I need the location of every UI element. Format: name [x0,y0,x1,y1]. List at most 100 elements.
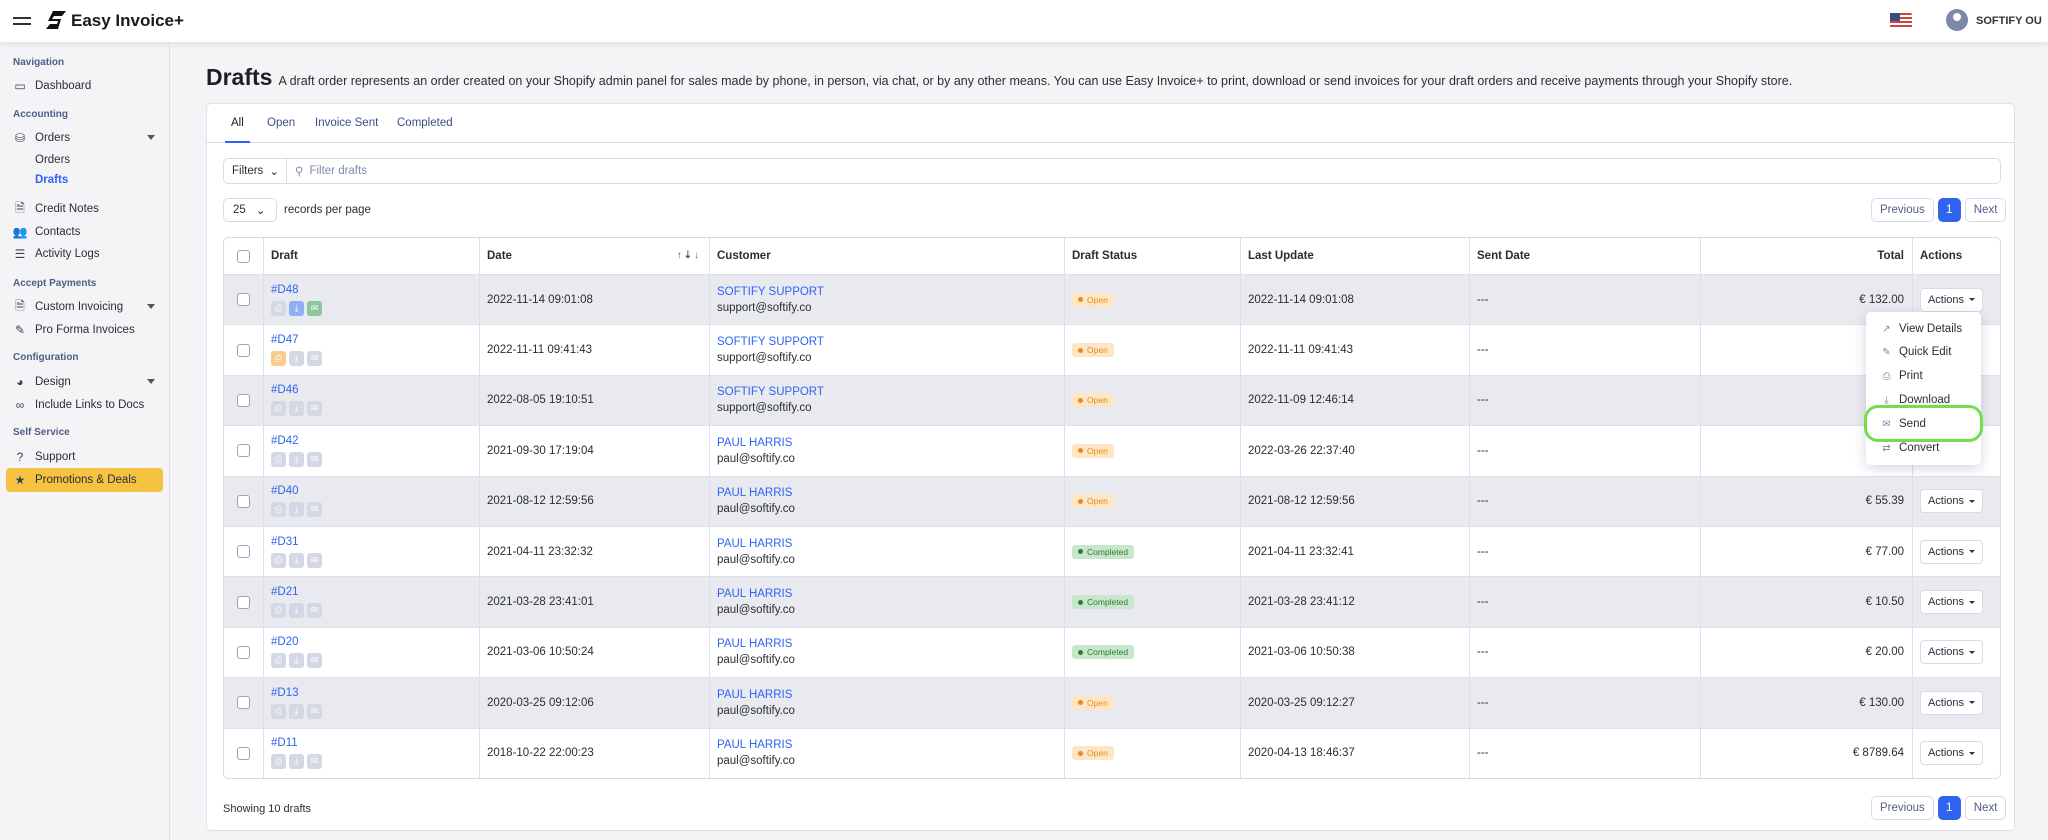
download-icon[interactable]: ⤓ [289,351,304,367]
sidebar-item-orders[interactable]: ⛁ Orders [13,127,163,149]
print-icon[interactable]: ⎙ [271,703,286,719]
draft-link[interactable]: #D13 [271,686,299,699]
actions-button[interactable]: Actions [1920,287,1983,312]
customer-name-link[interactable]: SOFTIFY SUPPORT [717,386,824,399]
print-icon[interactable]: ⎙ [271,502,286,518]
sidebar-item-drafts[interactable]: Drafts [13,169,163,191]
previous-button[interactable]: Previous [1871,198,1934,222]
menu-item-print[interactable]: ⎙ Print [1881,370,1923,382]
actions-button[interactable]: Actions [1920,590,1983,615]
draft-link[interactable]: #D42 [271,434,299,447]
envelope-icon[interactable]: ✉ [307,603,322,619]
sort-icon[interactable]: ↑⇣↓ [676,250,701,261]
draft-link[interactable]: #D40 [271,485,299,498]
customer-name-link[interactable]: PAUL HARRIS [717,487,793,500]
download-icon[interactable]: ⤓ [289,754,304,770]
menu-item-send[interactable]: ✉ Send [1881,418,1926,430]
sidebar-item-custom-invoicing[interactable]: 🗎 Custom Invoicing [13,296,163,318]
envelope-icon[interactable]: ✉ [307,451,322,467]
row-checkbox[interactable] [237,293,250,307]
download-icon[interactable]: ⤓ [289,502,304,518]
tab-invoice-sent[interactable]: Invoice Sent [315,117,379,129]
row-checkbox[interactable] [237,746,250,760]
actions-button[interactable]: Actions [1920,539,1983,564]
draft-link[interactable]: #D46 [271,384,299,397]
customer-name-link[interactable]: SOFTIFY SUPPORT [717,285,824,298]
customer-name-link[interactable]: PAUL HARRIS [717,537,793,550]
actions-button[interactable]: Actions [1920,489,1983,514]
row-checkbox[interactable] [237,545,250,559]
menu-item-convert[interactable]: ⇄ Convert [1881,442,1939,454]
download-icon[interactable]: ⤓ [289,603,304,619]
envelope-icon[interactable]: ✉ [307,703,322,719]
filter-drafts-input[interactable] [309,165,2000,177]
next-button[interactable]: Next [1964,796,2007,820]
page-1-button[interactable]: 1 [1937,198,1961,222]
envelope-icon[interactable]: ✉ [307,300,322,316]
draft-link[interactable]: #D31 [271,535,299,548]
next-button[interactable]: Next [1964,198,2007,222]
row-checkbox[interactable] [237,444,250,458]
sidebar-item-activity-logs[interactable]: ☰ Activity Logs [13,243,163,265]
download-icon[interactable]: ⤓ [289,451,304,467]
avatar[interactable] [1946,9,1968,31]
download-icon[interactable]: ⤓ [289,703,304,719]
print-icon[interactable]: ⎙ [271,401,286,417]
actions-button[interactable]: Actions [1920,690,1983,715]
download-icon[interactable]: ⤓ [289,300,304,316]
menu-item-download[interactable]: ⤓ Download [1881,394,1950,406]
customer-name-link[interactable]: PAUL HARRIS [717,688,793,701]
customer-name-link[interactable]: PAUL HARRIS [717,588,793,601]
print-icon[interactable]: ⎙ [271,603,286,619]
row-checkbox[interactable] [237,696,250,710]
header-draft[interactable]: Draft [263,238,479,274]
print-icon[interactable]: ⎙ [271,451,286,467]
sidebar-item-promotions[interactable]: ★ Promotions & Deals [6,468,163,492]
tab-all[interactable]: All [225,117,250,143]
filters-button[interactable]: Filters ⌄ [224,159,287,183]
user-name[interactable]: SOFTIFY OU [1976,15,2042,27]
us-flag-icon[interactable] [1890,13,1912,28]
customer-name-link[interactable]: PAUL HARRIS [717,638,793,651]
sidebar-item-include-links[interactable]: ∞ Include Links to Docs [13,394,163,416]
draft-link[interactable]: #D47 [271,334,299,347]
menu-item-quick-edit[interactable]: ✎ Quick Edit [1881,346,1951,358]
sidebar-item-pro-forma[interactable]: ✎ Pro Forma Invoices [13,319,163,341]
header-date[interactable]: Date ↑⇣↓ [479,238,709,274]
hamburger-menu-icon[interactable] [13,17,31,25]
page-1-button[interactable]: 1 [1937,796,1961,820]
sidebar-item-support[interactable]: ? Support [13,446,163,468]
print-icon[interactable]: ⎙ [271,653,286,669]
envelope-icon[interactable]: ✉ [307,401,322,417]
draft-link[interactable]: #D20 [271,636,299,649]
draft-link[interactable]: #D48 [271,283,299,296]
header-draft-status[interactable]: Draft Status [1064,238,1240,274]
row-checkbox[interactable] [237,343,250,357]
print-icon[interactable]: ⎙ [271,351,286,367]
header-sent-date[interactable]: Sent Date [1469,238,1700,274]
envelope-icon[interactable]: ✉ [307,754,322,770]
tab-completed[interactable]: Completed [397,117,453,129]
header-last-update[interactable]: Last Update [1240,238,1469,274]
sidebar-item-credit-notes[interactable]: 🗎 Credit Notes [13,198,163,220]
menu-item-view-details[interactable]: ↗ View Details [1881,323,1962,335]
row-checkbox[interactable] [237,595,250,609]
customer-name-link[interactable]: PAUL HARRIS [717,436,793,449]
download-icon[interactable]: ⤓ [289,401,304,417]
row-checkbox[interactable] [237,393,250,407]
actions-button[interactable]: Actions [1920,640,1983,665]
envelope-icon[interactable]: ✉ [307,653,322,669]
print-icon[interactable]: ⎙ [271,552,286,568]
print-icon[interactable]: ⎙ [271,300,286,316]
download-icon[interactable]: ⤓ [289,552,304,568]
envelope-icon[interactable]: ✉ [307,552,322,568]
sidebar-item-dashboard[interactable]: ▭ Dashboard [13,75,163,97]
header-customer[interactable]: Customer [709,238,1064,274]
header-total[interactable]: Total [1700,238,1912,274]
previous-button[interactable]: Previous [1871,796,1934,820]
draft-link[interactable]: #D11 [271,737,298,750]
sidebar-item-contacts[interactable]: 👥 Contacts [13,221,163,243]
download-icon[interactable]: ⤓ [289,653,304,669]
draft-link[interactable]: #D21 [271,586,299,599]
envelope-icon[interactable]: ✉ [307,351,322,367]
